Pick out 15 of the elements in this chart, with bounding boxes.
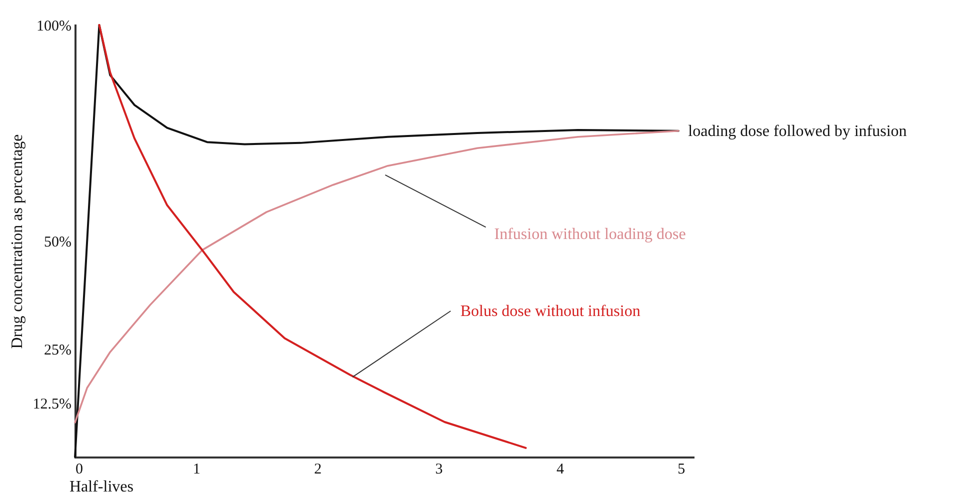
x-axis-title: Half-lives — [70, 478, 134, 496]
x-tick-label: 2 — [314, 462, 322, 478]
y-tick-label: 100% — [36, 18, 72, 34]
y-tick-label: 50% — [44, 234, 72, 250]
y-axis-title: Drug concentration as percentage — [8, 134, 26, 349]
text: Infusion without loading dose — [494, 226, 686, 244]
x-tick-label: 5 — [678, 462, 686, 478]
x-tick-label: 1 — [192, 462, 200, 478]
text: Bolus dose without infusion — [460, 302, 640, 320]
series-label: loading dose followed by infusion — [688, 122, 907, 140]
y-tick-label: 12.5% — [32, 396, 72, 412]
x-tick-label: 4 — [556, 462, 564, 478]
x-tick-label: 3 — [435, 462, 443, 478]
x-tick-label: 0 — [76, 462, 83, 478]
y-tick-label: 25% — [44, 342, 72, 358]
